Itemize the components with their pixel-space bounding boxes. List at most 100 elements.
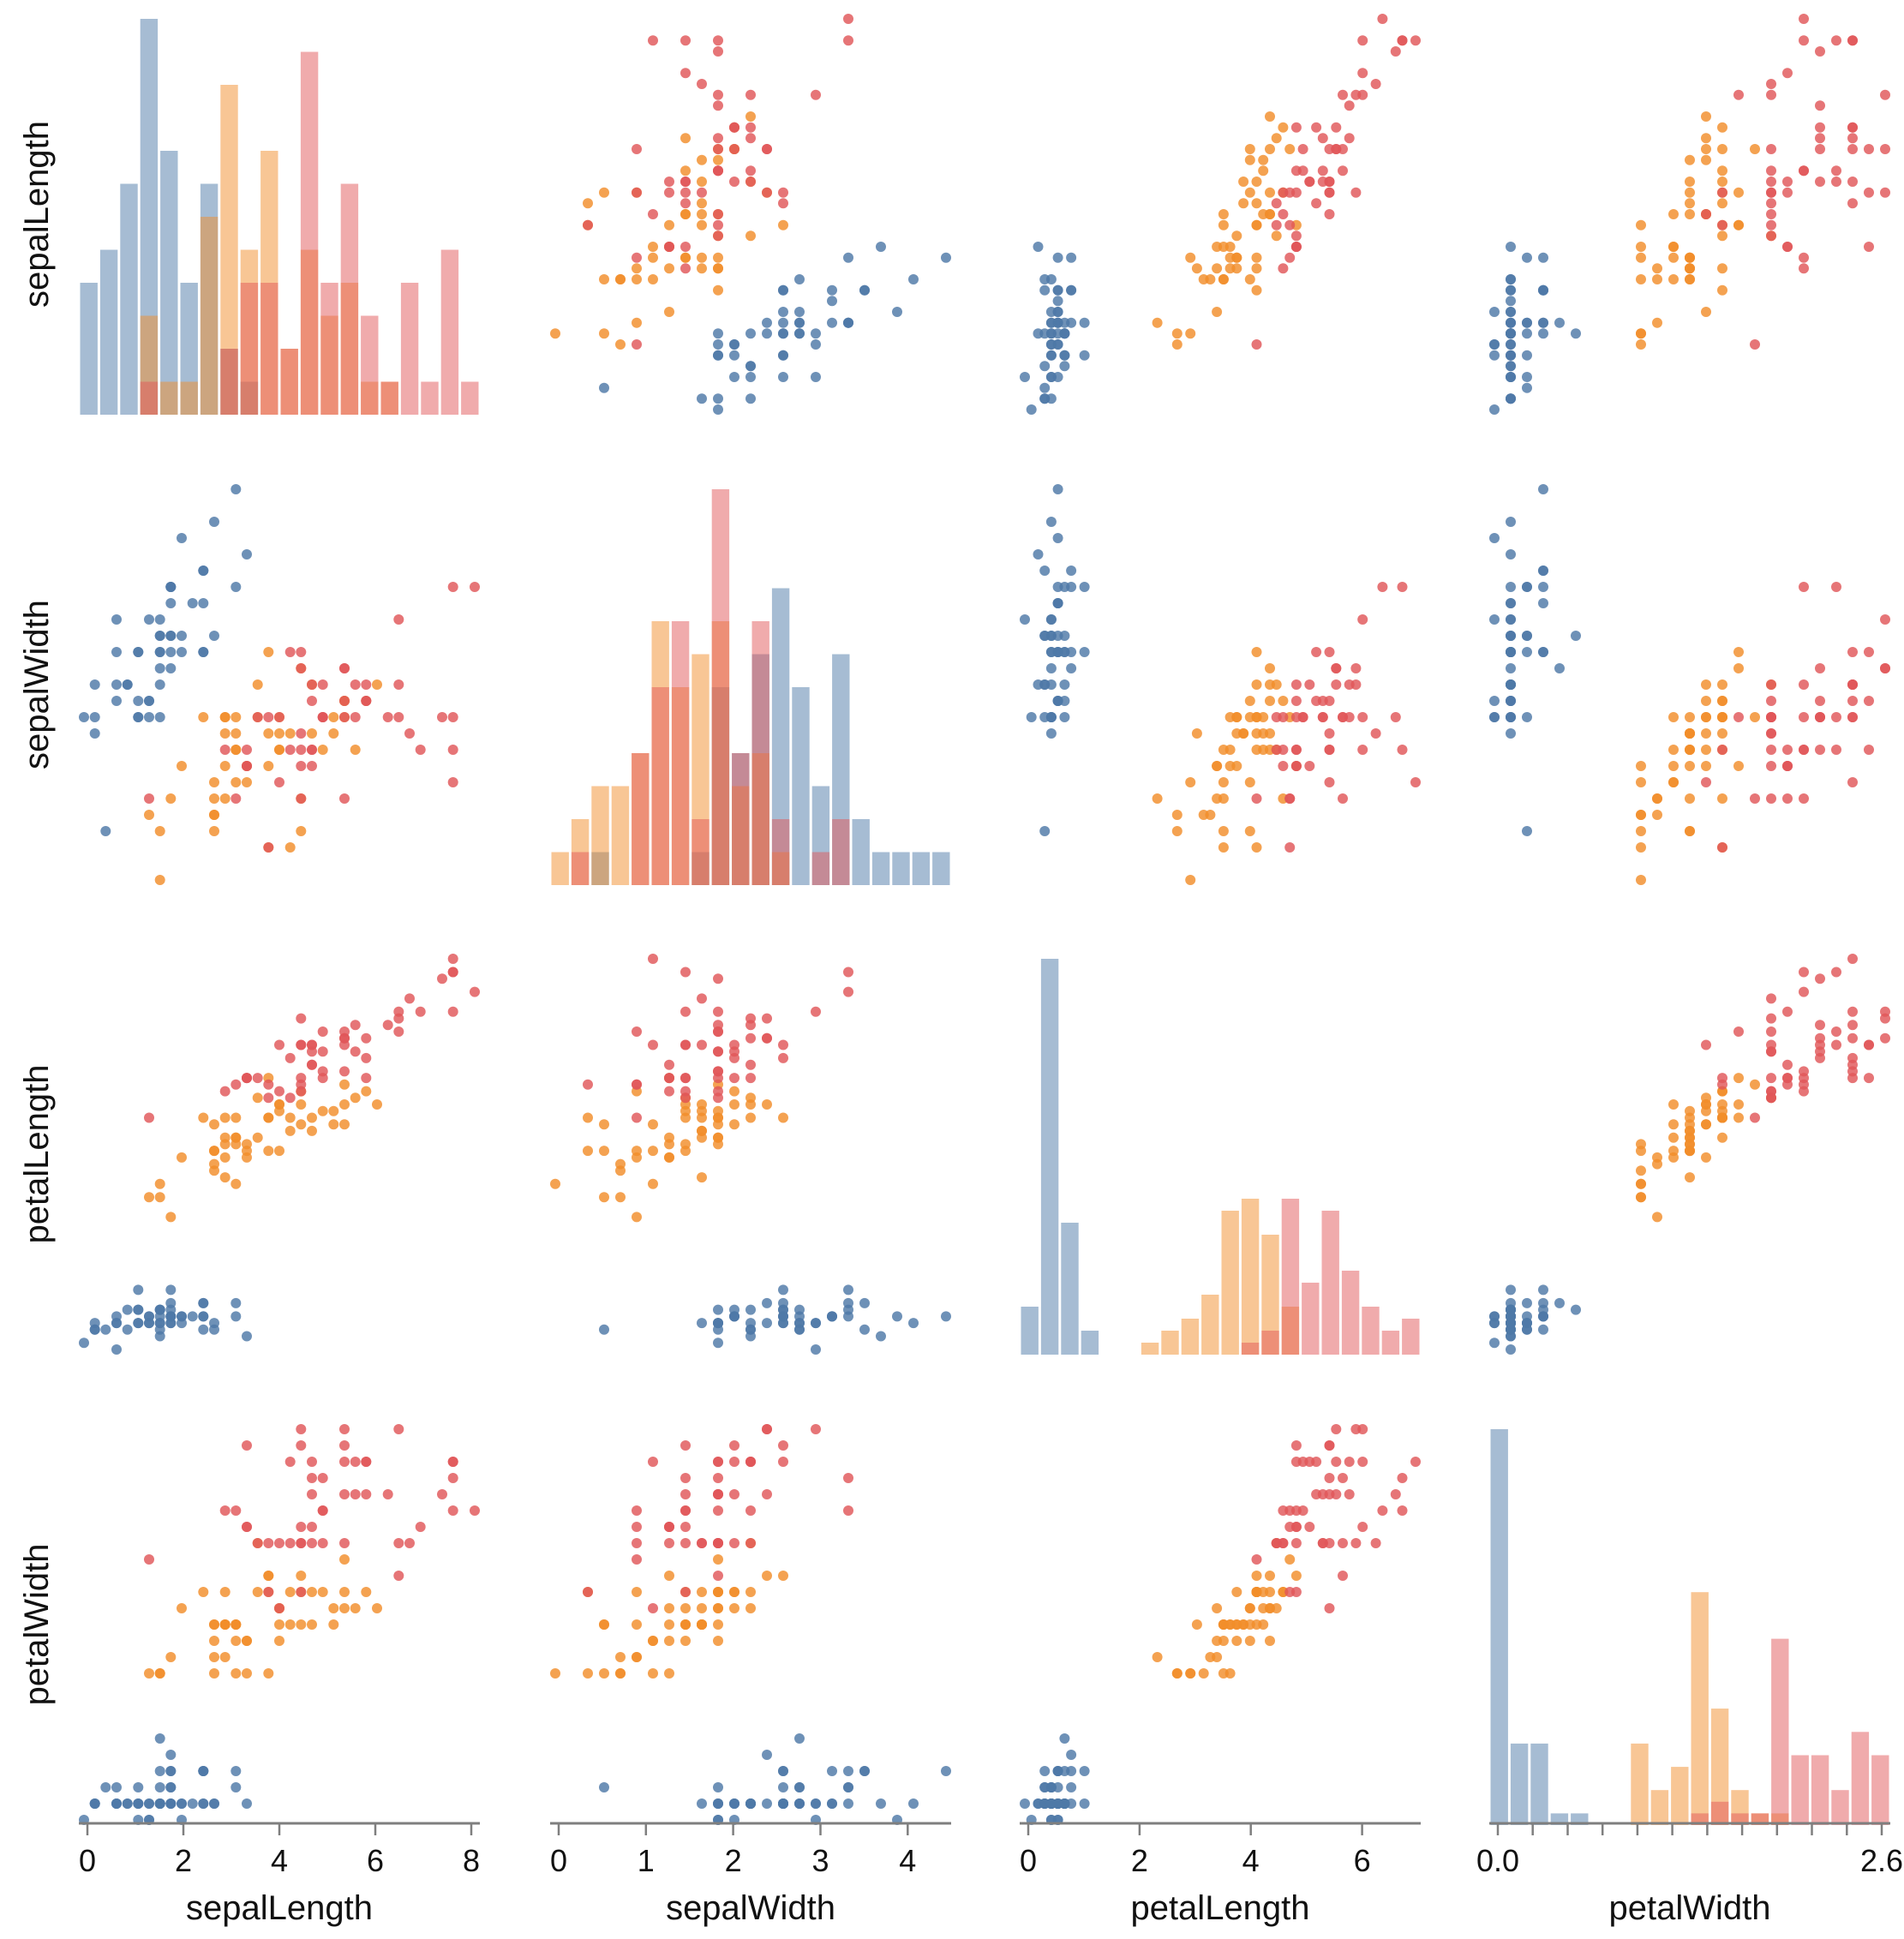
- point-setosa: [1538, 1311, 1548, 1322]
- point-virginica: [470, 986, 480, 997]
- point-versicolor: [209, 1668, 219, 1679]
- point-setosa: [154, 1304, 165, 1315]
- point-virginica: [1782, 177, 1793, 187]
- point-virginica: [350, 1457, 361, 1467]
- point-versicolor: [1701, 1119, 1711, 1130]
- point-versicolor: [1685, 761, 1695, 771]
- point-setosa: [1554, 663, 1565, 673]
- point-setosa: [1538, 582, 1548, 592]
- scatter-cell-petalLength-vs-sepalWidth: [550, 954, 951, 1355]
- point-setosa: [165, 663, 177, 673]
- point-setosa: [1059, 712, 1070, 722]
- point-virginica: [1290, 696, 1302, 706]
- point-versicolor: [583, 1668, 593, 1679]
- point-virginica: [632, 1079, 642, 1090]
- point-virginica: [762, 1489, 772, 1499]
- point-virginica: [1357, 68, 1368, 79]
- bar-virginica: [1302, 1283, 1320, 1355]
- point-virginica: [350, 1020, 361, 1031]
- point-versicolor: [648, 1636, 658, 1646]
- point-versicolor: [697, 1603, 707, 1613]
- point-versicolor: [1652, 810, 1662, 820]
- point-virginica: [307, 1457, 317, 1467]
- point-versicolor: [1636, 242, 1646, 252]
- point-setosa: [1506, 372, 1516, 382]
- bar-versicolor: [1181, 1319, 1200, 1355]
- point-setosa: [811, 339, 821, 350]
- point-versicolor: [307, 1619, 317, 1630]
- point-versicolor: [1224, 745, 1236, 755]
- point-setosa: [111, 1318, 122, 1329]
- point-versicolor: [372, 1099, 382, 1110]
- point-setosa: [1079, 1766, 1090, 1776]
- point-versicolor: [599, 1668, 609, 1679]
- point-versicolor: [1701, 712, 1711, 722]
- point-setosa: [122, 1798, 133, 1809]
- point-virginica: [680, 1092, 691, 1104]
- bar-setosa: [871, 852, 890, 885]
- point-versicolor: [1636, 1165, 1646, 1176]
- bar-virginica: [320, 283, 338, 415]
- point-setosa: [1052, 598, 1063, 608]
- point-versicolor: [1717, 177, 1727, 187]
- point-setosa: [154, 1766, 165, 1776]
- point-virginica: [664, 1073, 674, 1084]
- point-virginica: [1750, 1112, 1760, 1123]
- bar-setosa: [1040, 959, 1059, 1355]
- point-versicolor: [1238, 198, 1249, 209]
- point-virginica: [296, 793, 307, 804]
- point-versicolor: [350, 1603, 361, 1613]
- point-virginica: [263, 1092, 274, 1104]
- point-versicolor: [219, 761, 231, 771]
- x-axis-sepalLength: 0 2 4 6 8 sepalLength: [79, 1822, 480, 1927]
- point-versicolor: [1191, 263, 1202, 274]
- plot-area: [79, 14, 1890, 1825]
- point-virginica: [1847, 1052, 1858, 1063]
- point-setosa: [1522, 826, 1532, 836]
- point-versicolor: [1701, 1105, 1711, 1116]
- point-virginica: [415, 1006, 426, 1017]
- point-versicolor: [219, 1587, 231, 1597]
- point-virginica: [447, 745, 458, 755]
- point-virginica: [1799, 1066, 1809, 1077]
- point-virginica: [339, 1066, 350, 1077]
- point-virginica: [1799, 14, 1809, 24]
- point-virginica: [680, 1440, 691, 1451]
- point-versicolor: [599, 187, 609, 198]
- point-versicolor: [1212, 263, 1223, 274]
- point-virginica: [713, 1026, 723, 1037]
- bar-virginica: [1402, 1319, 1420, 1355]
- point-versicolor: [729, 1099, 739, 1110]
- point-virginica: [1815, 973, 1825, 984]
- point-virginica: [1717, 219, 1727, 230]
- x-axis-title-petalLength: petalLength: [1130, 1889, 1309, 1927]
- point-versicolor: [664, 1636, 674, 1646]
- point-virginica: [1324, 1440, 1335, 1451]
- point-versicolor: [1218, 242, 1229, 252]
- point-virginica: [274, 1538, 284, 1548]
- point-virginica: [1284, 793, 1296, 804]
- point-setosa: [177, 1798, 187, 1809]
- point-virginica: [1815, 133, 1825, 144]
- point-versicolor: [1636, 328, 1646, 339]
- point-versicolor: [1701, 144, 1711, 154]
- point-versicolor: [680, 1112, 691, 1123]
- point-virginica: [1766, 1046, 1776, 1057]
- point-virginica: [1317, 1538, 1328, 1548]
- point-versicolor: [1717, 1099, 1727, 1110]
- point-virginica: [1831, 745, 1841, 755]
- bar-virginica: [1341, 1271, 1360, 1355]
- point-versicolor: [1265, 187, 1275, 198]
- point-setosa: [1026, 712, 1037, 722]
- point-virginica: [242, 745, 252, 755]
- point-setosa: [1538, 284, 1548, 296]
- point-virginica: [632, 1538, 642, 1548]
- point-virginica: [1847, 177, 1858, 187]
- point-virginica: [713, 1092, 723, 1104]
- point-versicolor: [296, 1571, 307, 1581]
- point-setosa: [794, 317, 805, 328]
- point-versicolor: [219, 1172, 231, 1183]
- bar-versicolor: [551, 852, 569, 885]
- tick-label: 2: [725, 1843, 742, 1878]
- point-versicolor: [729, 1587, 739, 1597]
